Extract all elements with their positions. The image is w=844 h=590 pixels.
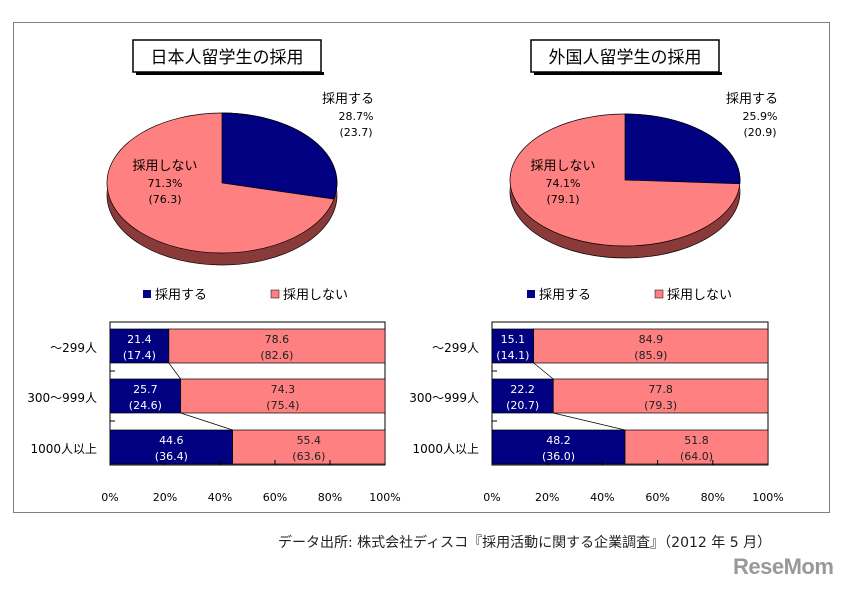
bar-value-not-adopt: 84.9 [639,333,664,346]
pie-slice-adopt [624,113,741,185]
bar-not-adopt [552,378,769,414]
legend-swatch-adopt [143,290,151,298]
bar-value-adopt: 44.6 [159,434,184,447]
pie-value-adopt: 25.9% [743,110,778,123]
series-connector-line [180,412,233,431]
bar-prev-adopt: (36.4) [155,450,188,463]
legend-swatch-adopt [527,290,535,298]
bar-value-adopt: 25.7 [133,383,158,396]
resemom-logo: ReseMom [733,554,834,579]
bar-prev-not-adopt: (85.9) [634,349,667,362]
pie-label-adopt: 採用する [322,92,374,107]
bar-adopt [491,429,626,465]
bar-prev-not-adopt: (79.3) [644,399,677,412]
bar-prev-adopt: (17.4) [123,349,156,362]
pie-slice-adopt [221,112,338,200]
bar-not-adopt [168,328,386,364]
bar-category-label: 300〜999人 [27,391,97,405]
pie-value-adopt: 28.7% [339,110,374,123]
bar-prev-not-adopt: (75.4) [266,399,299,412]
pie-prev-adopt: (23.7) [339,126,372,139]
x-tick-label: 80% [318,491,342,504]
bar-prev-adopt: (36.0) [542,450,575,463]
source-note: データ出所: 株式会社ディスコ『採用活動に関する企業調査』（2012 年 5 月… [278,535,772,551]
bar-category-label: 1000人以上 [412,442,479,456]
series-connector-line [553,412,626,431]
bar-adopt [109,328,170,364]
x-tick-label: 100% [752,491,783,504]
x-tick-label: 40% [208,491,232,504]
x-tick-label: 0% [101,491,118,504]
bar-value-adopt: 22.2 [510,383,535,396]
series-connector-line [168,362,181,380]
bar-value-not-adopt: 51.8 [684,434,709,447]
bar-prev-not-adopt: (82.6) [260,349,293,362]
bar-prev-not-adopt: (64.0) [680,450,713,463]
bar-adopt [109,378,182,414]
bar-value-not-adopt: 77.8 [648,383,673,396]
series-connector-line [533,362,554,380]
bar-category-label: 1000人以上 [30,442,97,456]
bar-not-adopt [533,328,769,364]
x-tick-label: 0% [483,491,500,504]
pie-prev-not-adopt: (79.1) [546,193,579,206]
bar-category-label: 〜299人 [432,341,479,355]
pie-prev-not-adopt: (76.3) [148,193,181,206]
pie-label-not-adopt: 採用しない [530,159,595,174]
bar-adopt [491,378,554,414]
x-tick-label: 80% [701,491,725,504]
bar-category-label: 〜299人 [50,341,97,355]
bar-prev-adopt: (20.7) [506,399,539,412]
legend-label-adopt: 採用する [539,288,591,303]
bar-not-adopt [232,429,386,465]
legend-swatch-not-adopt [654,289,664,299]
legend-label-not-adopt: 採用しない [667,288,732,303]
pie-title-box [530,39,720,73]
pie-label-not-adopt: 採用しない [132,159,197,174]
x-tick-label: 20% [535,491,559,504]
legend-label-adopt: 採用する [155,288,207,303]
chart-frame [13,22,830,513]
bar-value-not-adopt: 78.6 [265,333,290,346]
bar-prev-adopt: (14.1) [496,349,529,362]
x-tick-label: 60% [263,491,287,504]
bar-value-adopt: 15.1 [501,333,526,346]
pie-title: 外国人留学生の採用 [549,48,702,68]
x-tick-label: 40% [590,491,614,504]
pie-label-adopt: 採用する [726,92,778,107]
pie-value-not-adopt: 71.3% [148,177,183,190]
pie-title: 日本人留学生の採用 [151,48,304,68]
bar-value-adopt: 48.2 [546,434,571,447]
bar-not-adopt [180,378,386,414]
pie-title-shadow [136,72,324,75]
bar-value-not-adopt: 74.3 [271,383,296,396]
x-tick-label: 60% [645,491,669,504]
x-tick-label: 20% [153,491,177,504]
bar-category-label: 300〜999人 [409,391,479,405]
bar-prev-adopt: (24.6) [129,399,162,412]
pie-value-not-adopt: 74.1% [546,177,581,190]
bar-value-not-adopt: 55.4 [297,434,322,447]
bar-not-adopt [624,429,769,465]
bar-value-adopt: 21.4 [127,333,152,346]
pie-title-shadow [534,72,722,75]
bar-adopt [491,328,535,364]
bar-prev-not-adopt: (63.6) [292,450,325,463]
x-tick-label: 100% [369,491,400,504]
legend-label-not-adopt: 採用しない [283,288,348,303]
legend-swatch-not-adopt [270,289,280,299]
pie-prev-adopt: (20.9) [743,126,776,139]
